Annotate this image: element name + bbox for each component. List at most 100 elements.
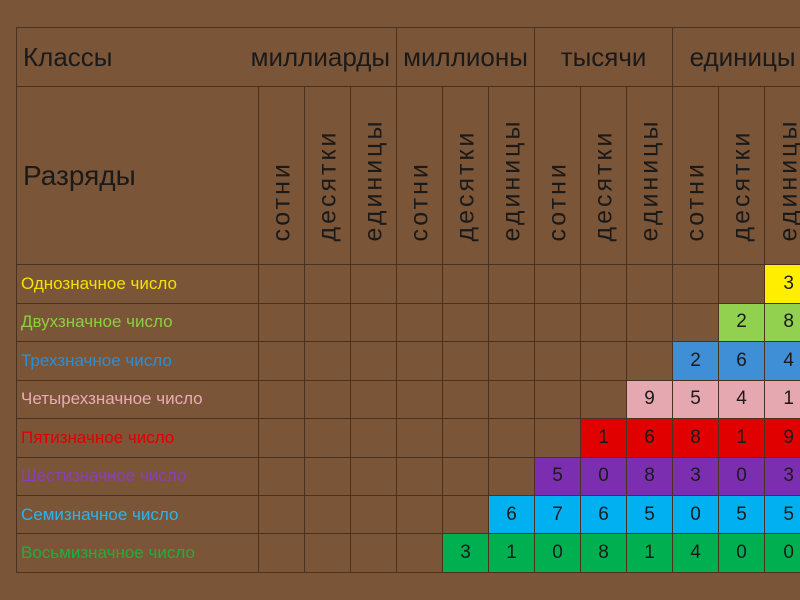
empty-cell — [396, 456, 444, 496]
empty-cell — [349, 379, 398, 420]
digit-cell: 8 — [672, 418, 720, 458]
empty-cell — [304, 533, 351, 573]
empty-cell — [258, 418, 305, 458]
digit-cell: 3 — [764, 456, 800, 496]
digit-cell: 6 — [718, 341, 766, 381]
rank-cell: единицы — [626, 86, 674, 266]
empty-cell — [442, 418, 490, 458]
empty-cell — [442, 494, 490, 535]
rank-name: сотни — [543, 161, 572, 242]
empty-cell — [304, 341, 351, 381]
rank-name: десятки — [727, 129, 756, 242]
empty-cell — [488, 264, 536, 304]
empty-cell — [304, 379, 351, 420]
empty-cell — [349, 418, 398, 458]
number-row: Однозначное число 3 — [16, 264, 800, 304]
number-type-label: Двухзначное число — [16, 302, 259, 343]
rank-name: десятки — [589, 129, 618, 242]
classes-header-cell: Классы миллиарды — [15, 26, 398, 88]
empty-cell — [396, 533, 444, 573]
empty-cell — [349, 302, 398, 343]
number-row: Четырехзначное число 9 5 4 1 — [16, 379, 800, 420]
digit-cell: 3 — [442, 533, 490, 573]
empty-cell — [349, 264, 398, 304]
rank-name: сотни — [267, 161, 295, 242]
digit-cell: 1 — [580, 418, 628, 458]
digit-cell: 6 — [580, 494, 628, 535]
empty-cell — [396, 379, 444, 420]
number-type-label: Шестизначное число — [16, 456, 259, 496]
empty-cell — [534, 379, 582, 420]
number-type-label: Трехзначное число — [16, 341, 259, 381]
empty-cell — [258, 341, 305, 381]
empty-cell — [672, 302, 720, 343]
digit-cell: 3 — [672, 456, 720, 496]
empty-cell — [488, 302, 536, 343]
digit-cell: 5 — [764, 494, 800, 535]
digit-cell: 4 — [672, 533, 720, 573]
digit-cell: 2 — [672, 341, 720, 381]
digit-cell: 1 — [764, 379, 800, 420]
empty-cell — [534, 341, 582, 381]
rank-cell: сотни — [672, 86, 720, 266]
digit-cell: 0 — [534, 533, 582, 573]
empty-cell — [626, 341, 674, 381]
empty-cell — [349, 456, 398, 496]
digit-cell: 7 — [534, 494, 582, 535]
rank-name: десятки — [451, 129, 480, 242]
digit-cell: 0 — [764, 533, 800, 573]
empty-cell — [258, 456, 305, 496]
rank-cell: десятки — [580, 86, 628, 266]
empty-cell — [258, 494, 305, 535]
empty-cell — [580, 302, 628, 343]
digit-cell: 5 — [626, 494, 674, 535]
class-millions: миллионы — [396, 26, 536, 88]
empty-cell — [488, 379, 536, 420]
empty-cell — [396, 264, 444, 304]
empty-cell — [442, 264, 490, 304]
digit-cell: 0 — [718, 533, 766, 573]
empty-cell — [396, 418, 444, 458]
number-type-label: Однозначное число — [16, 264, 259, 304]
rank-cell: единицы — [488, 86, 536, 266]
empty-cell — [304, 302, 351, 343]
rank-name: сотни — [681, 161, 710, 242]
digit-cell: 8 — [580, 533, 628, 573]
classes-label: Классы — [23, 41, 113, 72]
number-type-label: Восьмизначное число — [16, 533, 259, 573]
empty-cell — [304, 494, 351, 535]
empty-cell — [488, 418, 536, 458]
number-row: Трехзначное число 2 6 4 — [16, 341, 800, 381]
digit-cell: 0 — [672, 494, 720, 535]
empty-cell — [534, 302, 582, 343]
rank-name: десятки — [313, 129, 341, 242]
ranks-row: Разряды сотни десятки единицы сотни десятки е… — [16, 86, 800, 266]
empty-cell — [580, 379, 628, 420]
digit-cell: 6 — [488, 494, 536, 535]
number-type-label: Четырехзначное число — [16, 379, 259, 420]
digit-cell: 1 — [488, 533, 536, 573]
empty-cell — [534, 418, 582, 458]
rank-name: единицы — [635, 118, 664, 242]
digit-cell: 3 — [764, 264, 800, 304]
rank-name: единицы — [774, 118, 800, 242]
empty-cell — [304, 418, 351, 458]
digit-cell: 5 — [718, 494, 766, 535]
number-row: Двухзначное число 2 8 — [16, 302, 800, 343]
empty-cell — [304, 264, 351, 304]
empty-cell — [304, 456, 351, 496]
digit-cell: 0 — [580, 456, 628, 496]
number-row: Шестизначное число 5 0 8 3 0 3 — [16, 456, 800, 496]
empty-cell — [488, 456, 536, 496]
empty-cell — [396, 302, 444, 343]
digit-cell: 5 — [672, 379, 720, 420]
rank-name: сотни — [405, 161, 434, 242]
empty-cell — [258, 379, 305, 420]
rank-cell: десятки — [718, 86, 766, 266]
rank-name: единицы — [497, 118, 526, 242]
empty-cell — [349, 341, 398, 381]
place-value-table: Классы миллиарды миллионы тысячи единицы… — [15, 26, 800, 573]
empty-cell — [442, 456, 490, 496]
class-units: единицы — [672, 26, 800, 88]
digit-cell: 9 — [626, 379, 674, 420]
